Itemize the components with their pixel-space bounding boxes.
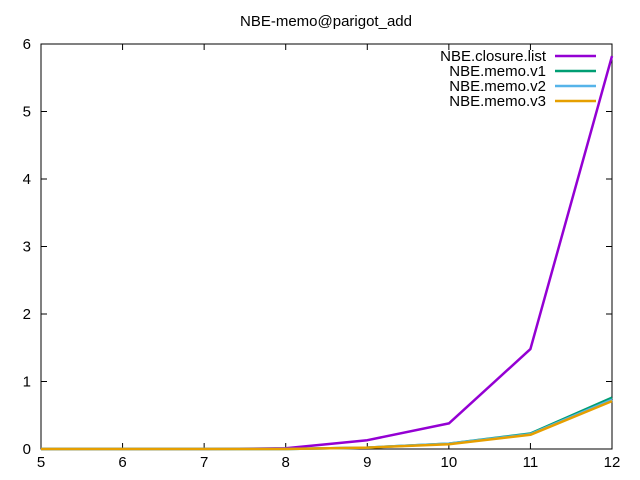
x-tick-label: 11 <box>523 454 539 471</box>
y-tick-label: 3 <box>23 239 31 256</box>
y-tick-label: 6 <box>23 36 31 53</box>
x-tick-label: 6 <box>118 454 126 471</box>
y-tick-label: 2 <box>23 306 31 323</box>
y-tick-label: 0 <box>23 441 31 458</box>
series-lines <box>41 55 614 451</box>
x-tick-label: 8 <box>282 454 290 471</box>
legend-label: NBE.memo.v1 <box>449 63 546 80</box>
chart-title: NBE-memo@parigot_add <box>240 13 412 30</box>
x-tick-label: 12 <box>604 454 621 471</box>
x-tick-label: 9 <box>363 454 371 471</box>
y-tick-label: 4 <box>23 171 31 188</box>
legend-label: NBE.memo.v3 <box>449 93 546 110</box>
series-line-nbe-memo-v3 <box>41 399 613 451</box>
y-tick-label: 1 <box>23 374 31 391</box>
series-line-nbe-memo-v1 <box>41 396 613 451</box>
series-line-nbe-memo-v2 <box>41 398 613 451</box>
x-tick-label: 7 <box>200 454 208 471</box>
series-line-nbe-closure-list <box>41 55 614 451</box>
legend-label: NBE.closure.list <box>440 48 547 65</box>
x-axis-ticks: 5 6 7 8 9 10 11 12 <box>37 44 621 471</box>
legend-label: NBE.memo.v2 <box>449 78 546 95</box>
legend: NBE.closure.listNBE.memo.v1NBE.memo.v2NB… <box>440 48 596 110</box>
x-tick-label: 5 <box>37 454 45 471</box>
y-tick-label: 5 <box>23 104 31 121</box>
x-tick-label: 10 <box>441 454 458 471</box>
